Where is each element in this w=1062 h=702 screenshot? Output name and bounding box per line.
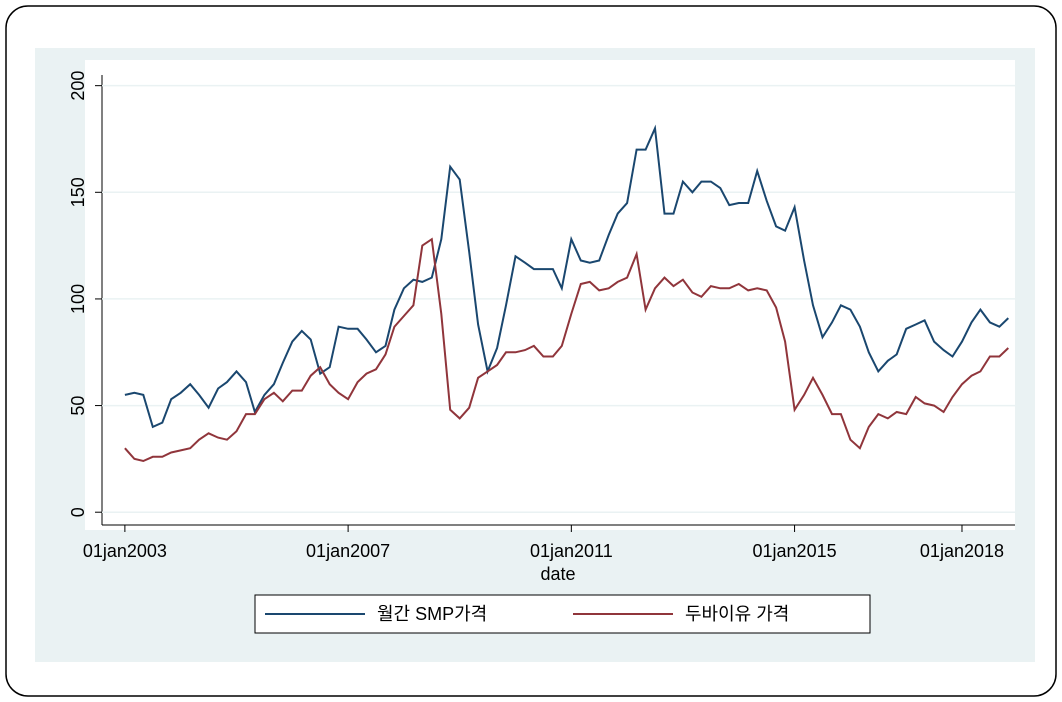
legend-label: 두바이유 가격 bbox=[685, 604, 789, 624]
x-tick-label: 01jan2007 bbox=[306, 541, 390, 561]
x-tick-label: 01jan2015 bbox=[753, 541, 837, 561]
y-tick-label: 100 bbox=[68, 284, 88, 314]
x-tick-label: 01jan2018 bbox=[920, 541, 1004, 561]
legend-label: 월간 SMP가격 bbox=[377, 604, 487, 624]
series-line bbox=[124, 124, 1009, 429]
y-tick-label: 150 bbox=[68, 177, 88, 207]
x-tick-label: 01jan2003 bbox=[83, 541, 167, 561]
y-tick-label: 0 bbox=[68, 507, 88, 517]
series-line bbox=[124, 237, 1009, 463]
x-tick-label: 01jan2011 bbox=[530, 541, 613, 561]
plot-region bbox=[85, 60, 1015, 530]
x-axis-title: date bbox=[540, 564, 575, 584]
y-tick-label: 200 bbox=[68, 71, 88, 101]
y-tick-label: 50 bbox=[68, 396, 88, 416]
